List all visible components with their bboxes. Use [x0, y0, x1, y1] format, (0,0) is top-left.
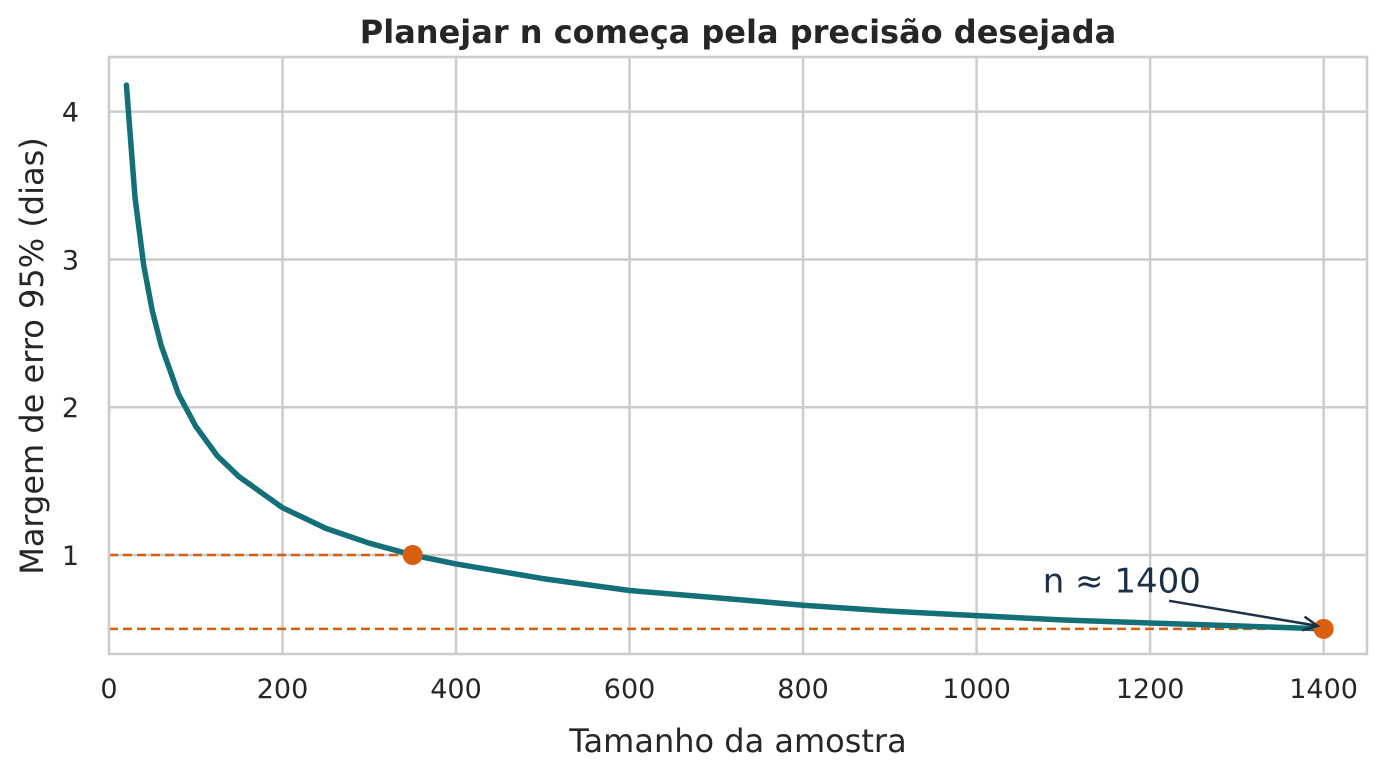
chart-title: Planejar n começa pela precisão desejada [360, 13, 1116, 51]
highlight-point [1313, 618, 1334, 639]
y-tick-label: 3 [62, 245, 79, 276]
y-axis-label: Margem de erro 95% (dias) [13, 137, 51, 575]
plot-frame [107, 55, 1369, 656]
x-tick-label: 600 [604, 674, 656, 705]
x-tick-label: 1400 [1289, 674, 1358, 705]
reference-lines [109, 553, 1324, 631]
y-tick-label: 2 [62, 393, 79, 424]
x-axis-label: Tamanho da amostra [568, 722, 906, 760]
annotation-text: n ≈ 1400 [1043, 562, 1201, 602]
x-tick-label: 800 [777, 674, 829, 705]
highlight-points [402, 544, 1334, 639]
annotation: n ≈ 1400 [1043, 562, 1321, 632]
series-line [123, 82, 1327, 632]
x-tick-label: 400 [430, 674, 482, 705]
annotation-arrow [1168, 599, 1318, 628]
x-tick-label: 200 [257, 674, 309, 705]
x-tick-label: 0 [100, 674, 117, 705]
x-tick-label: 1200 [1116, 674, 1185, 705]
y-tick-label: 4 [62, 98, 79, 129]
x-tick-labels: 0 200 400 600 800 1000 1200 1400 [100, 674, 1358, 705]
y-tick-labels: 1 2 3 4 [62, 98, 79, 572]
grid [107, 57, 1367, 654]
highlight-point [402, 544, 423, 565]
annotation-arrowhead [1301, 615, 1321, 632]
x-tick-label: 1000 [942, 674, 1011, 705]
y-tick-label: 1 [62, 541, 79, 572]
series-lines [123, 82, 1327, 632]
